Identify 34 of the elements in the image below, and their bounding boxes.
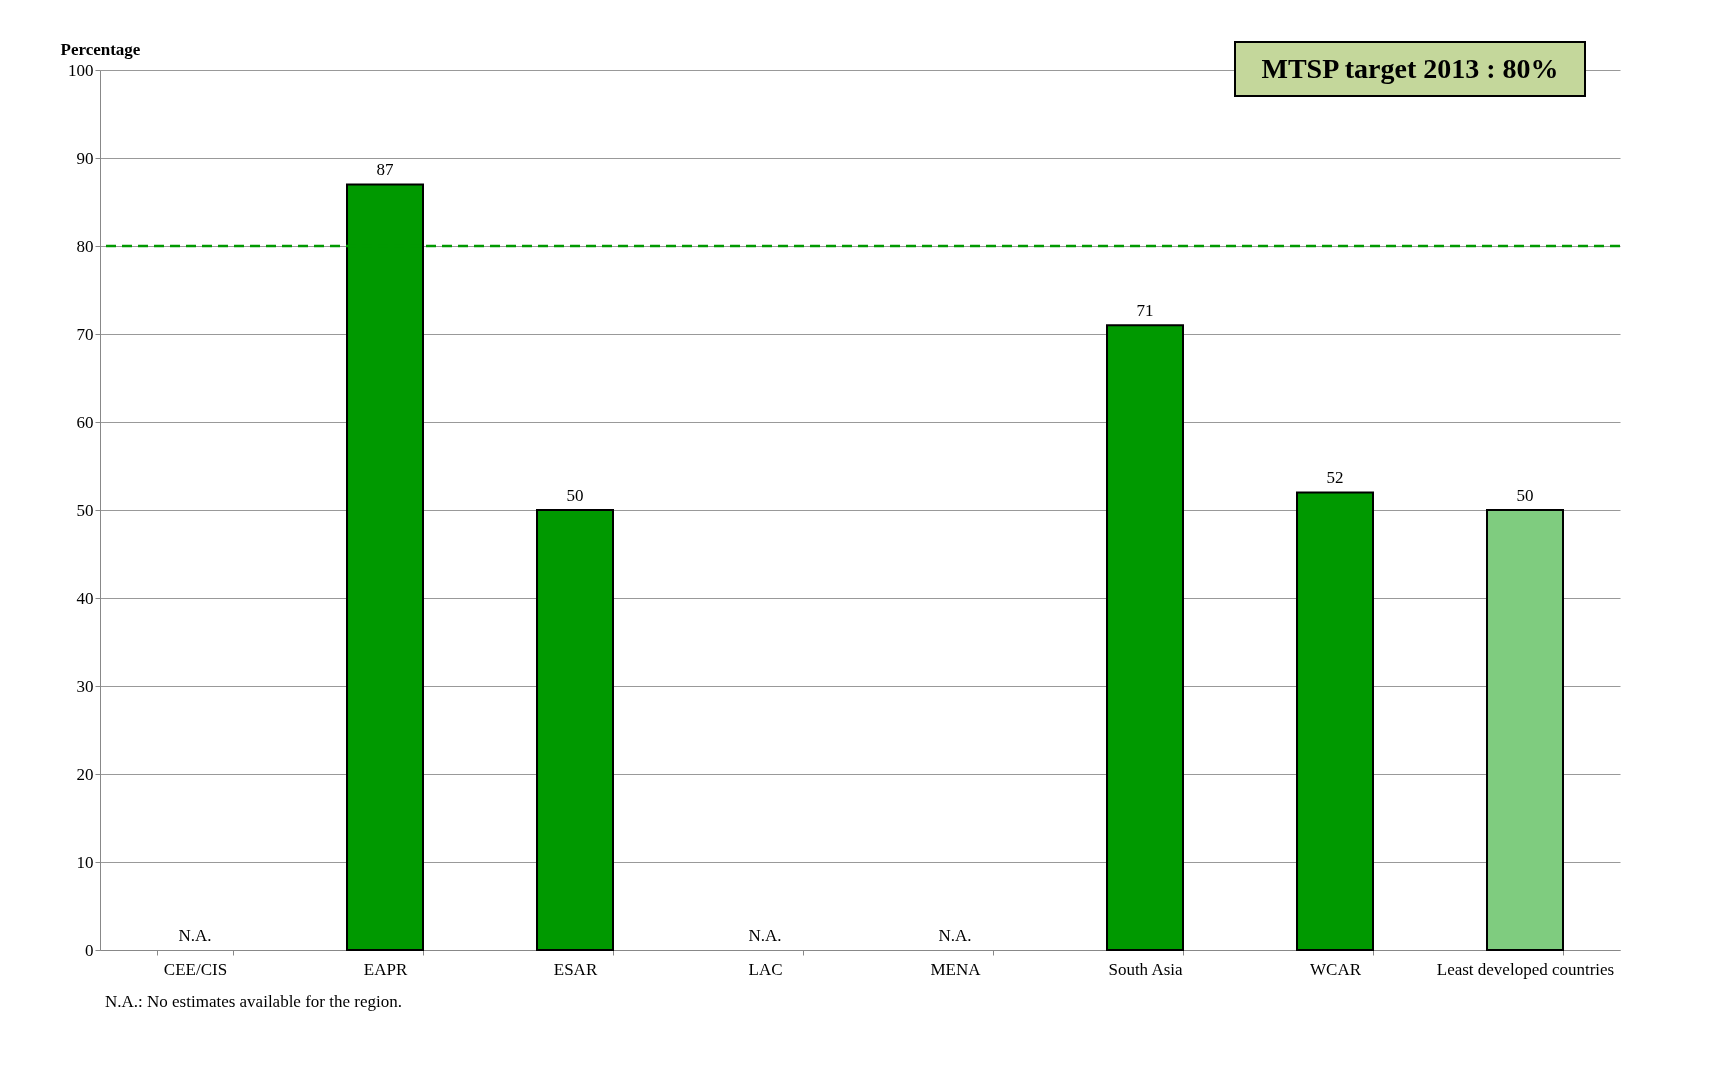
annotation: MTSP target 2013 : 80% [1261, 53, 1559, 84]
x-tick-label: ESAR [553, 959, 598, 979]
x-tick-label: WCAR [1310, 959, 1362, 979]
y-axis-title: Percentage [60, 39, 141, 59]
y-tick-label: 70 [76, 324, 94, 344]
bar [1296, 491, 1374, 951]
y-tick-label: 20 [76, 764, 94, 784]
y-tick-label: 90 [76, 148, 94, 168]
y-tick-label: 60 [76, 412, 94, 432]
x-tick-label: South Asia [1108, 959, 1184, 979]
y-tick-label: 40 [76, 588, 94, 608]
x-tick-label: EAPR [363, 959, 408, 979]
y-tick-label: 50 [76, 500, 94, 520]
bar [1106, 324, 1184, 951]
x-tick-label: MENA [930, 959, 982, 979]
bar [536, 509, 614, 951]
x-tick-label: CEE/CIS [163, 959, 228, 979]
text: N.A. [178, 926, 212, 945]
y-tick-label: 80 [76, 236, 94, 256]
y-tick-label: 10 [76, 852, 94, 872]
text: N.A. [748, 926, 782, 945]
text: N.A.: No estimates available for the region. [105, 992, 402, 1011]
data-label: 50 [566, 486, 584, 505]
y-tick-label: 100 [68, 60, 94, 80]
y-tick-label: 30 [76, 676, 94, 696]
x-tick-label: Least developed countries [1436, 959, 1615, 979]
y-tick-label: 0 [85, 940, 94, 960]
x-tick-label: LAC [748, 959, 783, 979]
data-label: 87 [376, 160, 394, 180]
text: N.A. [938, 926, 972, 945]
data-label: 71 [1136, 301, 1154, 321]
data-label: 50 [1516, 486, 1534, 505]
bar [1486, 509, 1564, 951]
data-label: 52 [1326, 468, 1344, 488]
